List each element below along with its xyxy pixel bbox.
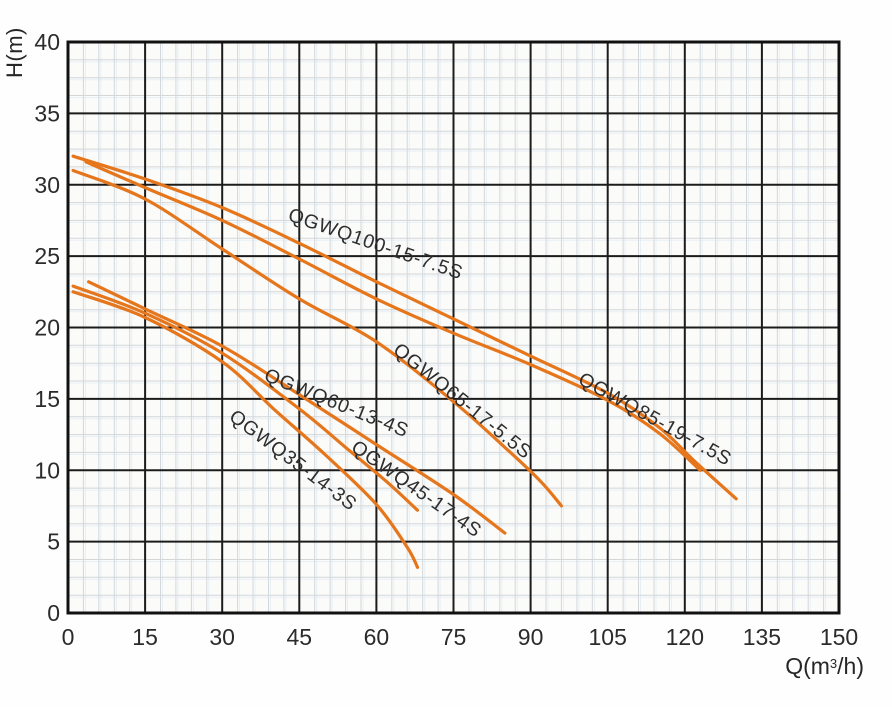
- y-tick-label: 5: [47, 529, 60, 555]
- pump-curve: [71, 154, 738, 501]
- x-tick-label: 0: [62, 624, 75, 650]
- y-tick-label: 35: [34, 100, 60, 126]
- x-axis-label: Q(m3/h): [785, 653, 864, 680]
- x-tick-label: 150: [820, 624, 858, 650]
- pump-curve: [84, 160, 702, 472]
- y-axis-label: H(m): [2, 27, 27, 78]
- x-tick-label: 90: [518, 624, 544, 650]
- y-tick-label: 0: [47, 600, 60, 626]
- x-tick-label: 75: [441, 624, 467, 650]
- pump-curve: [71, 284, 420, 512]
- y-tick-label: 15: [34, 386, 60, 412]
- x-tick-label: 15: [132, 624, 158, 650]
- y-tick-label: 10: [34, 457, 60, 483]
- pump-curve: [71, 168, 563, 508]
- pump-curve: [71, 290, 420, 569]
- x-tick-label: 30: [209, 624, 235, 650]
- y-tick-label: 20: [34, 315, 60, 341]
- y-tick-label: 30: [34, 172, 60, 198]
- y-tick-label: 40: [34, 29, 60, 55]
- x-tick-label: 105: [589, 624, 627, 650]
- x-axis-label-post: /h): [837, 653, 864, 679]
- x-axis-label-sup: 3: [829, 656, 838, 671]
- x-tick-label: 45: [287, 624, 313, 650]
- x-tick-label: 120: [666, 624, 704, 650]
- x-tick-label: 135: [743, 624, 781, 650]
- x-axis-label-pre: Q(m: [785, 653, 830, 679]
- y-tick-label: 25: [34, 243, 60, 269]
- pump-curve: [87, 280, 507, 535]
- plot-border: [66, 40, 841, 615]
- x-tick-label: 60: [364, 624, 390, 650]
